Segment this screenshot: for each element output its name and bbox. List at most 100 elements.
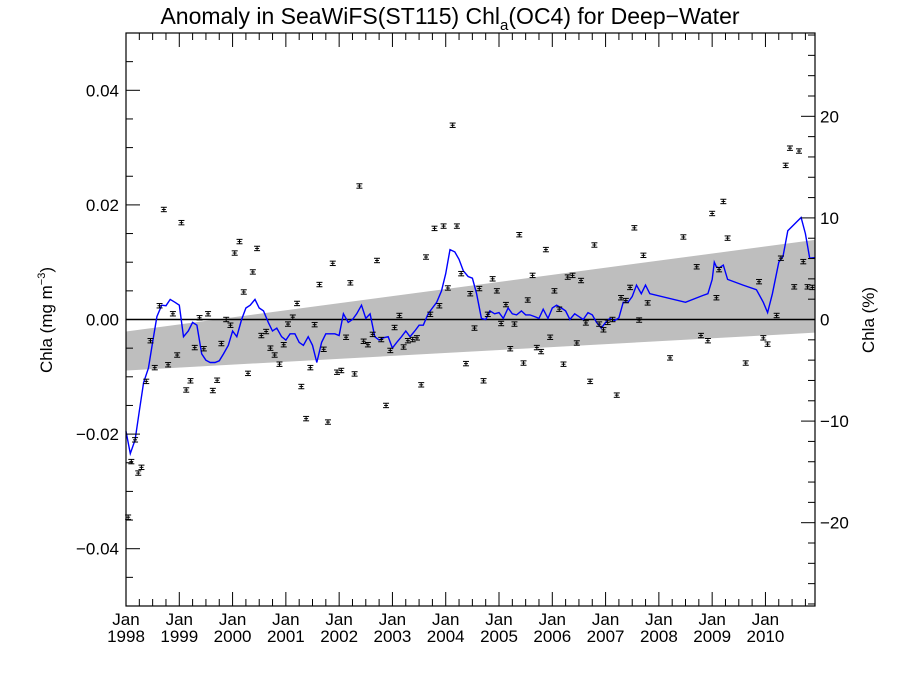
anomaly-point	[529, 272, 536, 279]
chart-title: Anomaly in SeaWiFS(ST115) Chla(OC4) for …	[160, 3, 739, 34]
y2-tick-label: −20	[820, 514, 849, 533]
anomaly-point	[223, 316, 230, 323]
x-tick-label-year: 2007	[587, 627, 625, 646]
anomaly-point	[431, 225, 438, 232]
anomaly-point	[284, 321, 291, 327]
anomaly-point	[520, 360, 527, 366]
anomaly-point	[132, 437, 139, 443]
anomaly-point	[489, 276, 496, 282]
anomaly-point	[271, 352, 278, 358]
anomaly-point	[178, 219, 185, 226]
anomaly-point	[236, 238, 243, 245]
anomaly-point	[263, 328, 270, 335]
x-tick-label-month: Jan	[485, 610, 512, 629]
anomaly-point	[502, 301, 509, 308]
anomaly-point	[709, 210, 716, 217]
anomaly-point	[476, 285, 483, 292]
anomaly-point	[135, 470, 142, 476]
anomaly-point	[511, 321, 518, 327]
anomaly-point	[329, 260, 336, 267]
anomaly-point	[631, 225, 638, 231]
anomaly-point	[289, 314, 296, 320]
anomaly-point	[667, 355, 674, 361]
anomaly-point	[596, 321, 603, 327]
anomaly-point	[436, 303, 443, 309]
anomaly-point	[294, 300, 301, 307]
anomaly-point	[324, 419, 331, 425]
x-tick-label-month: Jan	[752, 610, 779, 629]
anomaly-point	[591, 242, 598, 248]
y-axis-label: Chla (mg m−3)	[36, 267, 56, 373]
anomaly-point	[316, 281, 323, 288]
y-axis-label-main: Chla (mg m	[37, 285, 56, 373]
anomaly-point	[364, 342, 371, 348]
anomaly-point	[404, 338, 411, 344]
x-tick-label-year: 2000	[214, 627, 252, 646]
x-tick-label-year: 1998	[107, 627, 145, 646]
x-tick-label-month: Jan	[592, 610, 619, 629]
anomaly-point	[786, 145, 793, 151]
anomaly-point	[538, 348, 545, 355]
anomaly-point	[640, 252, 647, 259]
x-tick-label-year: 2009	[693, 627, 731, 646]
anomaly-point	[267, 345, 274, 351]
y-axis-right: 20 10 0 −10 −20	[801, 34, 849, 605]
anomaly-point	[564, 274, 571, 280]
anomaly-point	[214, 377, 221, 383]
x-tick-label-month: Jan	[539, 610, 566, 629]
anomaly-point	[240, 289, 247, 295]
x-axis: Jan1998Jan1999Jan2000Jan2001Jan2002Jan20…	[107, 33, 806, 646]
anomaly-point	[516, 231, 523, 238]
anomaly-point	[458, 270, 465, 277]
anomaly-point	[303, 415, 310, 422]
anomaly-point	[418, 382, 425, 388]
anomaly-point	[704, 338, 711, 344]
anomaly-point	[200, 346, 207, 352]
x-tick-label-month: Jan	[698, 610, 725, 629]
anomaly-point	[440, 223, 447, 229]
anomaly-point	[804, 284, 811, 290]
x-tick-label-year: 2008	[640, 627, 678, 646]
anomaly-point	[307, 364, 314, 371]
anomaly-point	[196, 315, 203, 321]
anomaly-point	[484, 311, 491, 318]
anomaly-point	[604, 319, 611, 326]
anomaly-point	[387, 347, 394, 354]
anomaly-point	[351, 371, 358, 377]
anomaly-point	[713, 295, 720, 301]
anomaly-point	[791, 284, 798, 290]
anomaly-point	[373, 257, 380, 264]
running-mean-layer	[125, 216, 816, 457]
anomaly-point	[493, 288, 500, 294]
anomaly-point	[423, 254, 430, 260]
x-tick-label-year: 2001	[267, 627, 305, 646]
x-tick-label-month: Jan	[219, 610, 246, 629]
anomaly-point	[507, 346, 514, 352]
x-tick-label-month: Jan	[272, 610, 299, 629]
anomaly-point	[578, 277, 585, 284]
anomaly-point	[720, 198, 727, 205]
anomaly-point	[400, 344, 407, 350]
anomaly-point	[413, 335, 420, 341]
anomaly-point	[453, 223, 460, 229]
anomaly-point	[427, 311, 434, 318]
x-tick-label-month: Jan	[379, 610, 406, 629]
y-tick-label: −0.02	[76, 425, 119, 444]
anomaly-point	[165, 362, 172, 368]
anomaly-point	[724, 235, 731, 241]
chart-title-subscript: a	[500, 17, 509, 34]
anomaly-point	[169, 311, 176, 317]
anomaly-point	[174, 352, 181, 358]
anomaly-point	[360, 338, 367, 344]
anomaly-point	[542, 246, 549, 253]
anomaly-point	[298, 383, 305, 390]
anomaly-point	[600, 327, 607, 333]
y-tick-label: 0.02	[86, 196, 119, 215]
x-tick-label-month: Jan	[645, 610, 672, 629]
x-tick-label-month: Jan	[325, 610, 352, 629]
anomaly-point	[449, 122, 456, 128]
anomaly-point	[573, 340, 580, 346]
anomaly-point	[622, 297, 629, 304]
anomaly-point	[782, 162, 789, 169]
